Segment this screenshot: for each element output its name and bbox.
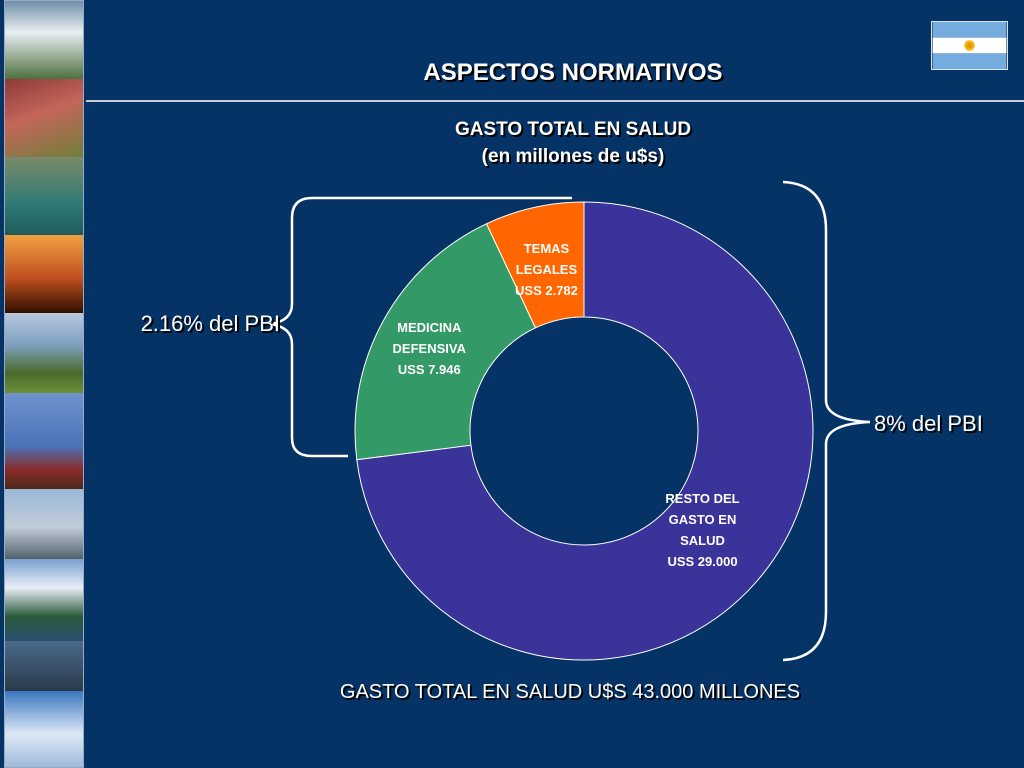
waterfall-icon <box>5 1 83 79</box>
whale-icon <box>5 641 83 691</box>
slice-label-line: MEDICINA <box>397 319 462 335</box>
left-bracket <box>269 196 572 458</box>
snow-mountains-icon <box>5 559 83 641</box>
slice-medicina-defensiva <box>354 223 537 461</box>
slice-label-line: USS 29.000 <box>667 554 738 570</box>
mountains-icon <box>5 79 83 157</box>
title-divider <box>86 100 1024 102</box>
slice-label-line: GASTO EN <box>668 512 737 528</box>
slice-label-line: USS 2.782 <box>515 282 578 298</box>
label-temas-legales: TEMAS LEGALES USS 2.782 <box>486 238 606 301</box>
palm-sunset-icon <box>5 235 83 313</box>
chart-subtitle: (en millones de u$s) <box>481 146 665 167</box>
slide-title: ASPECTOS NORMATIVOS <box>423 59 723 86</box>
right-bracket-label: 8% del PBI <box>874 411 983 436</box>
slice-label-line: DEFENSIVA <box>392 340 466 356</box>
label-resto-gasto: RESTO DEL GASTO EN SALUD USS 29.000 <box>643 488 763 572</box>
photo-strip <box>4 0 84 768</box>
footer-total: GASTO TOTAL EN SALUD U$S 43.000 MILLONES <box>339 681 801 703</box>
obelisk-tango-icon <box>5 393 83 489</box>
argentina-flag-icon <box>931 21 1008 70</box>
lake-icon <box>5 157 83 235</box>
city-bridge-icon <box>5 489 83 559</box>
slice-label-line: SALUD <box>680 533 725 549</box>
label-medicina-defensiva: MEDICINA DEFENSIVA USS 7.946 <box>369 317 489 380</box>
chart-title: GASTO TOTAL EN SALUD <box>454 119 692 140</box>
cattle-field-icon <box>5 313 83 393</box>
slice-label-line: TEMAS <box>523 240 570 256</box>
slice-label-line: LEGALES <box>515 261 578 277</box>
glacier-icon <box>5 691 83 767</box>
slice-label-line: RESTO DEL <box>665 491 740 507</box>
right-bracket <box>782 180 871 662</box>
left-bracket-label: 2.16% del PBI <box>140 311 280 336</box>
slice-resto-gasto <box>356 201 814 661</box>
slice-label-line: USS 7.946 <box>397 361 461 377</box>
